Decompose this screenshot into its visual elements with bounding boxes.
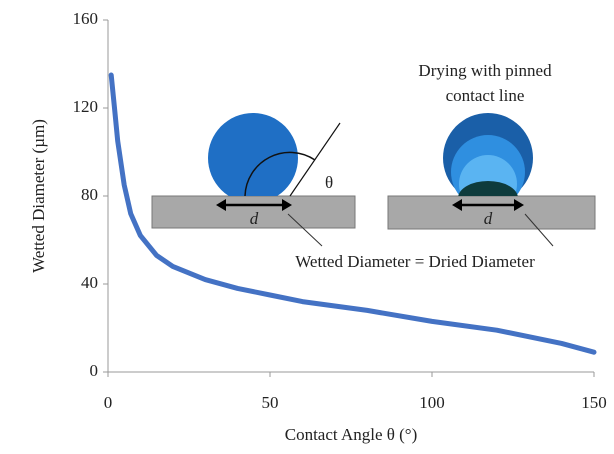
y-tick-label: 80 <box>81 185 98 204</box>
annotation: Drying with pinned <box>418 61 552 80</box>
inset-left: θ d <box>152 113 355 246</box>
x-axis-label: Contact Angle θ (°) <box>285 425 418 444</box>
droplet <box>208 113 298 203</box>
annotation: d <box>250 209 259 228</box>
y-tick-label: 120 <box>73 97 99 116</box>
x-tick-label: 50 <box>262 393 279 412</box>
annotation: contact line <box>446 86 525 105</box>
chart: θ d d Drying with pinned contact line We… <box>0 0 614 454</box>
y-axis-label: Wetted Diameter (µm) <box>29 119 48 273</box>
y-tick-label: 40 <box>81 273 98 292</box>
annotation: θ <box>325 173 333 192</box>
y-tick-label: 0 <box>90 361 99 380</box>
annotation: d <box>484 209 493 228</box>
y-tick-label: 160 <box>73 9 99 28</box>
x-tick-label: 150 <box>581 393 607 412</box>
annotation: Wetted Diameter = Dried Diameter <box>295 252 535 271</box>
page: θ d d Drying with pinned contact line We… <box>0 0 614 454</box>
inset-right: d Drying with pinned contact line <box>388 61 595 246</box>
x-tick-label: 0 <box>104 393 113 412</box>
x-tick-label: 100 <box>419 393 445 412</box>
